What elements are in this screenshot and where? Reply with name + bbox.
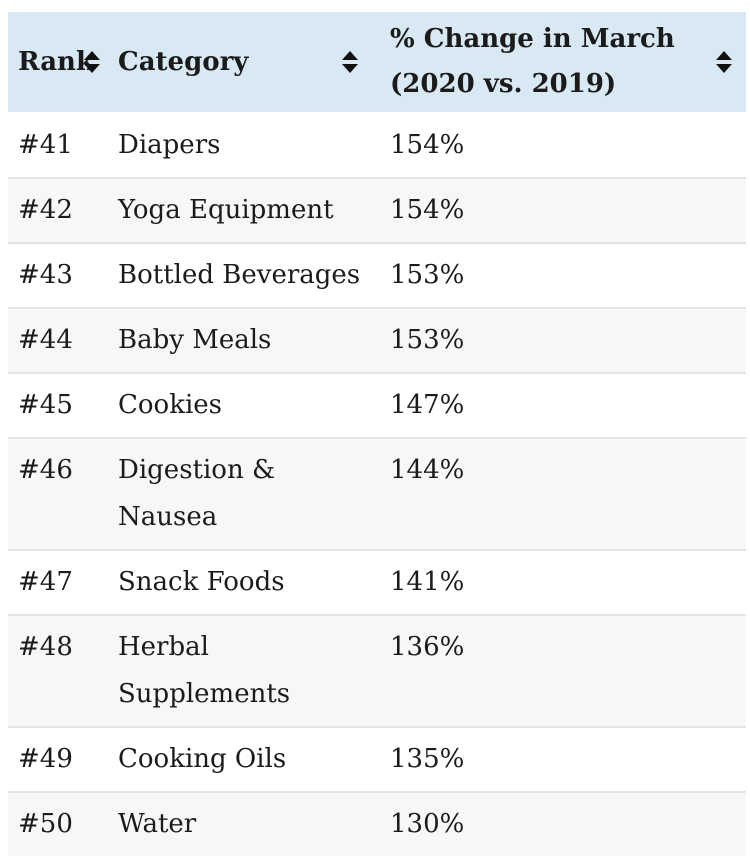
table-row: #46 Digestion & Nausea 144% bbox=[8, 437, 746, 550]
table-row: #42 Yoga Equipment 154% bbox=[8, 177, 746, 243]
change-cell: 141% bbox=[380, 549, 746, 615]
table-row: #49 Cooking Oils 135% bbox=[8, 726, 746, 792]
change-cell: 147% bbox=[380, 372, 746, 438]
category-cell: Digestion & Nausea bbox=[108, 437, 380, 550]
change-cell: 153% bbox=[380, 242, 746, 308]
category-cell: Water bbox=[108, 791, 380, 856]
change-cell: 135% bbox=[380, 726, 746, 792]
sort-rank-icon[interactable] bbox=[84, 50, 100, 74]
table-row: #47 Snack Foods 141% bbox=[8, 549, 746, 615]
column-header-change[interactable]: % Change in March (2020 vs. 2019) bbox=[380, 12, 746, 114]
table-row: #41 Diapers 154% bbox=[8, 113, 746, 178]
change-cell: 154% bbox=[380, 113, 746, 178]
rank-cell: #42 bbox=[8, 177, 108, 243]
table-row: #50 Water 130% bbox=[8, 791, 746, 856]
column-header-rank[interactable]: Rank bbox=[8, 12, 108, 114]
category-cell: Cooking Oils bbox=[108, 726, 380, 792]
sort-change-icon[interactable] bbox=[716, 50, 732, 74]
rank-cell: #43 bbox=[8, 242, 108, 308]
rank-cell: #50 bbox=[8, 791, 108, 856]
category-cell: Baby Meals bbox=[108, 307, 380, 373]
ranking-table: Rank Category bbox=[8, 12, 746, 856]
category-cell: Diapers bbox=[108, 113, 380, 178]
ranking-table-container: Rank Category bbox=[8, 12, 746, 856]
table-header-row: Rank Category bbox=[8, 12, 746, 114]
change-cell: 130% bbox=[380, 791, 746, 856]
rank-cell: #41 bbox=[8, 113, 108, 178]
category-cell: Cookies bbox=[108, 372, 380, 438]
column-header-category-label: Category bbox=[118, 46, 249, 77]
table-row: #44 Baby Meals 153% bbox=[8, 307, 746, 373]
rank-cell: #47 bbox=[8, 549, 108, 615]
column-header-rank-label: Rank bbox=[18, 46, 94, 77]
rank-cell: #46 bbox=[8, 437, 108, 550]
rank-cell: #44 bbox=[8, 307, 108, 373]
column-header-category[interactable]: Category bbox=[108, 12, 380, 114]
column-header-change-label: % Change in March (2020 vs. 2019) bbox=[390, 24, 675, 99]
category-cell: Yoga Equipment bbox=[108, 177, 380, 243]
change-cell: 136% bbox=[380, 614, 746, 727]
table-row: #48 Herbal Supplements 136% bbox=[8, 614, 746, 727]
category-cell: Bottled Beverages bbox=[108, 242, 380, 308]
sort-category-icon[interactable] bbox=[342, 50, 358, 74]
rank-cell: #48 bbox=[8, 614, 108, 727]
change-cell: 154% bbox=[380, 177, 746, 243]
change-cell: 153% bbox=[380, 307, 746, 373]
category-cell: Herbal Supplements bbox=[108, 614, 380, 727]
table-row: #45 Cookies 147% bbox=[8, 372, 746, 438]
change-cell: 144% bbox=[380, 437, 746, 550]
category-cell: Snack Foods bbox=[108, 549, 380, 615]
rank-cell: #49 bbox=[8, 726, 108, 792]
rank-cell: #45 bbox=[8, 372, 108, 438]
table-row: #43 Bottled Beverages 153% bbox=[8, 242, 746, 308]
